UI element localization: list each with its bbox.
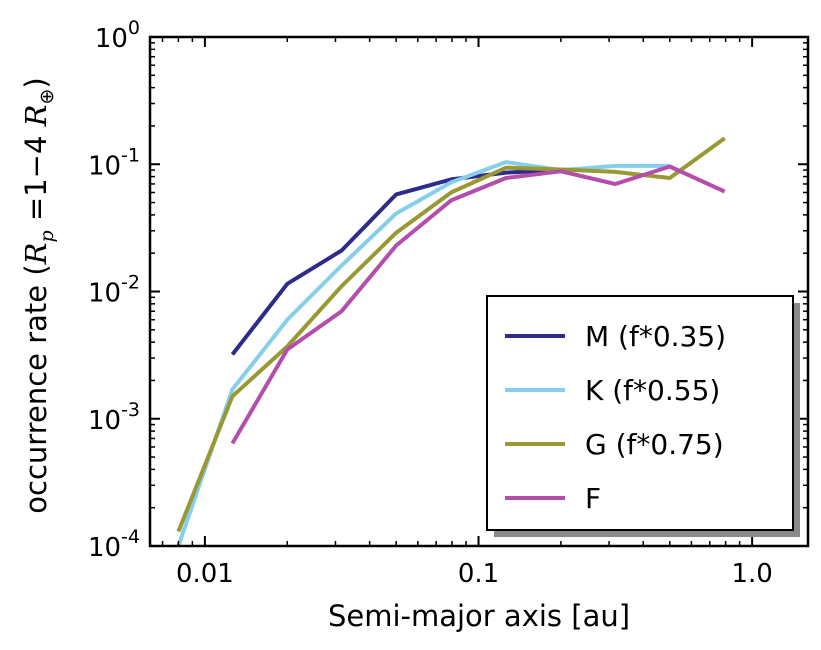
series-line-0 — [230, 168, 561, 356]
y-tick-label: 10-2 — [88, 272, 140, 309]
series-line-1 — [176, 160, 670, 546]
legend-label-2: G (f*0.75) — [585, 428, 724, 461]
series-line-3 — [230, 164, 726, 445]
y-axis-label: occurrence rate (Rp =1−4 R⊕) — [19, 77, 58, 513]
legend: M (f*0.35) K (f*0.55) G (f*0.75) F — [486, 295, 800, 537]
x-tick-label: 0.1 — [458, 559, 499, 589]
axes: 0.01 0.1 1.0 10-4 10-3 10-2 10-1 100 Semi-major … — [19, 17, 810, 633]
legend-label-1: K (f*0.55) — [585, 374, 720, 407]
y-tick-label: 10-1 — [88, 144, 140, 181]
y-tick-label: 10-3 — [88, 399, 140, 436]
x-tick-label: 0.01 — [176, 559, 234, 589]
x-axis-label: Semi-major axis [au] — [328, 599, 630, 633]
legend-label-3: F — [585, 482, 601, 515]
legend-label-0: M (f*0.35) — [585, 320, 726, 353]
x-tick-label: 1.0 — [731, 559, 772, 589]
y-tick-label: 100 — [95, 17, 140, 54]
series-lines — [176, 136, 726, 546]
series-line-2 — [176, 136, 726, 533]
y-tick-label: 10-4 — [88, 526, 140, 563]
